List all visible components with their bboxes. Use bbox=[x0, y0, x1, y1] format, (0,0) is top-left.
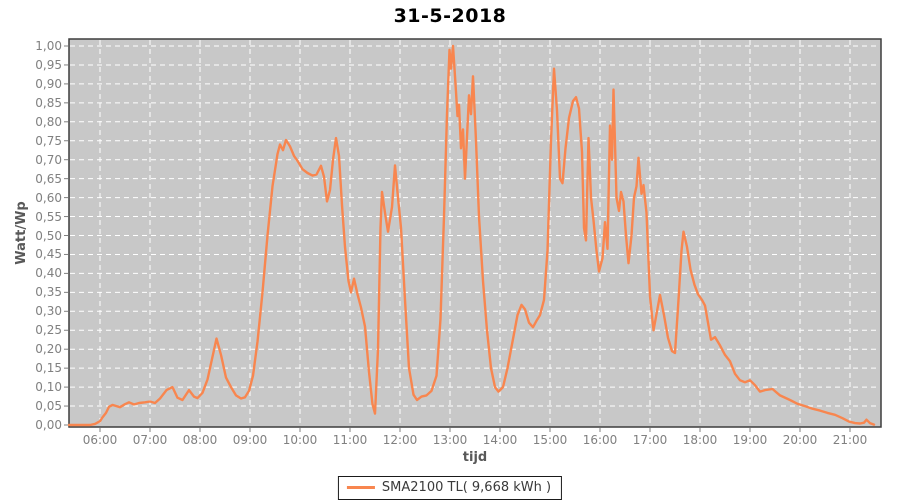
x-tick-label: 09:00 bbox=[232, 433, 268, 447]
x-axis-title: tijd bbox=[462, 450, 488, 465]
y-tick-label: 0,25 bbox=[35, 323, 62, 338]
y-tick-label: 0,60 bbox=[35, 190, 62, 205]
chart-title: 31-5-2018 bbox=[393, 5, 507, 27]
x-tick-label: 21:00 bbox=[832, 433, 868, 447]
y-tick-label: 0,30 bbox=[35, 304, 62, 319]
y-tick-label: 0,05 bbox=[35, 399, 62, 414]
y-tick-label: 0,90 bbox=[35, 76, 62, 91]
y-tick-label: 1,00 bbox=[35, 39, 62, 53]
legend-label: SMA2100 TL( 9,668 kWh ) bbox=[381, 480, 552, 495]
x-tick-label: 12:00 bbox=[382, 433, 418, 447]
x-tick-label: 06:00 bbox=[82, 433, 118, 447]
y-tick-label: 0,20 bbox=[35, 342, 62, 357]
y-tick-label: 0,50 bbox=[35, 228, 62, 243]
x-tick-label: 15:00 bbox=[532, 433, 568, 447]
y-tick-label: 0,45 bbox=[35, 247, 62, 262]
y-tick-label: 0,10 bbox=[35, 380, 62, 395]
x-tick-label: 16:00 bbox=[582, 433, 618, 447]
x-tick-label: 11:00 bbox=[332, 433, 368, 447]
y-tick-label: 0,35 bbox=[35, 285, 62, 300]
x-tick-label: 17:00 bbox=[632, 433, 668, 447]
x-tick-label: 08:00 bbox=[182, 433, 218, 447]
plot-canvas bbox=[64, 38, 882, 432]
x-tick-label: 10:00 bbox=[282, 433, 318, 447]
y-tick-label: 0,40 bbox=[35, 266, 62, 281]
x-tick-label: 18:00 bbox=[682, 433, 718, 447]
y-tick-label: 0,70 bbox=[35, 152, 62, 167]
x-tick-label: 20:00 bbox=[782, 433, 818, 447]
y-tick-label: 0,00 bbox=[35, 418, 62, 432]
y-tick-label: 0,95 bbox=[35, 57, 62, 72]
x-tick-label: 14:00 bbox=[482, 433, 518, 447]
y-tick-label: 0,85 bbox=[35, 95, 62, 110]
x-tick-label: 13:00 bbox=[432, 433, 468, 447]
legend-line-icon bbox=[346, 486, 375, 489]
y-tick-label: 0,15 bbox=[35, 361, 62, 376]
y-tick-label: 0,55 bbox=[35, 209, 62, 224]
y-tick-label: 0,65 bbox=[35, 171, 62, 186]
y-tick-label: 0,75 bbox=[35, 133, 62, 148]
legend-box: SMA2100 TL( 9,668 kWh ) bbox=[337, 476, 563, 500]
y-tick-label: 0,80 bbox=[35, 114, 62, 129]
plot-border bbox=[68, 38, 882, 428]
x-tick-label: 07:00 bbox=[132, 433, 168, 447]
x-tick-label: 19:00 bbox=[732, 433, 768, 447]
series-line bbox=[67, 44, 876, 427]
